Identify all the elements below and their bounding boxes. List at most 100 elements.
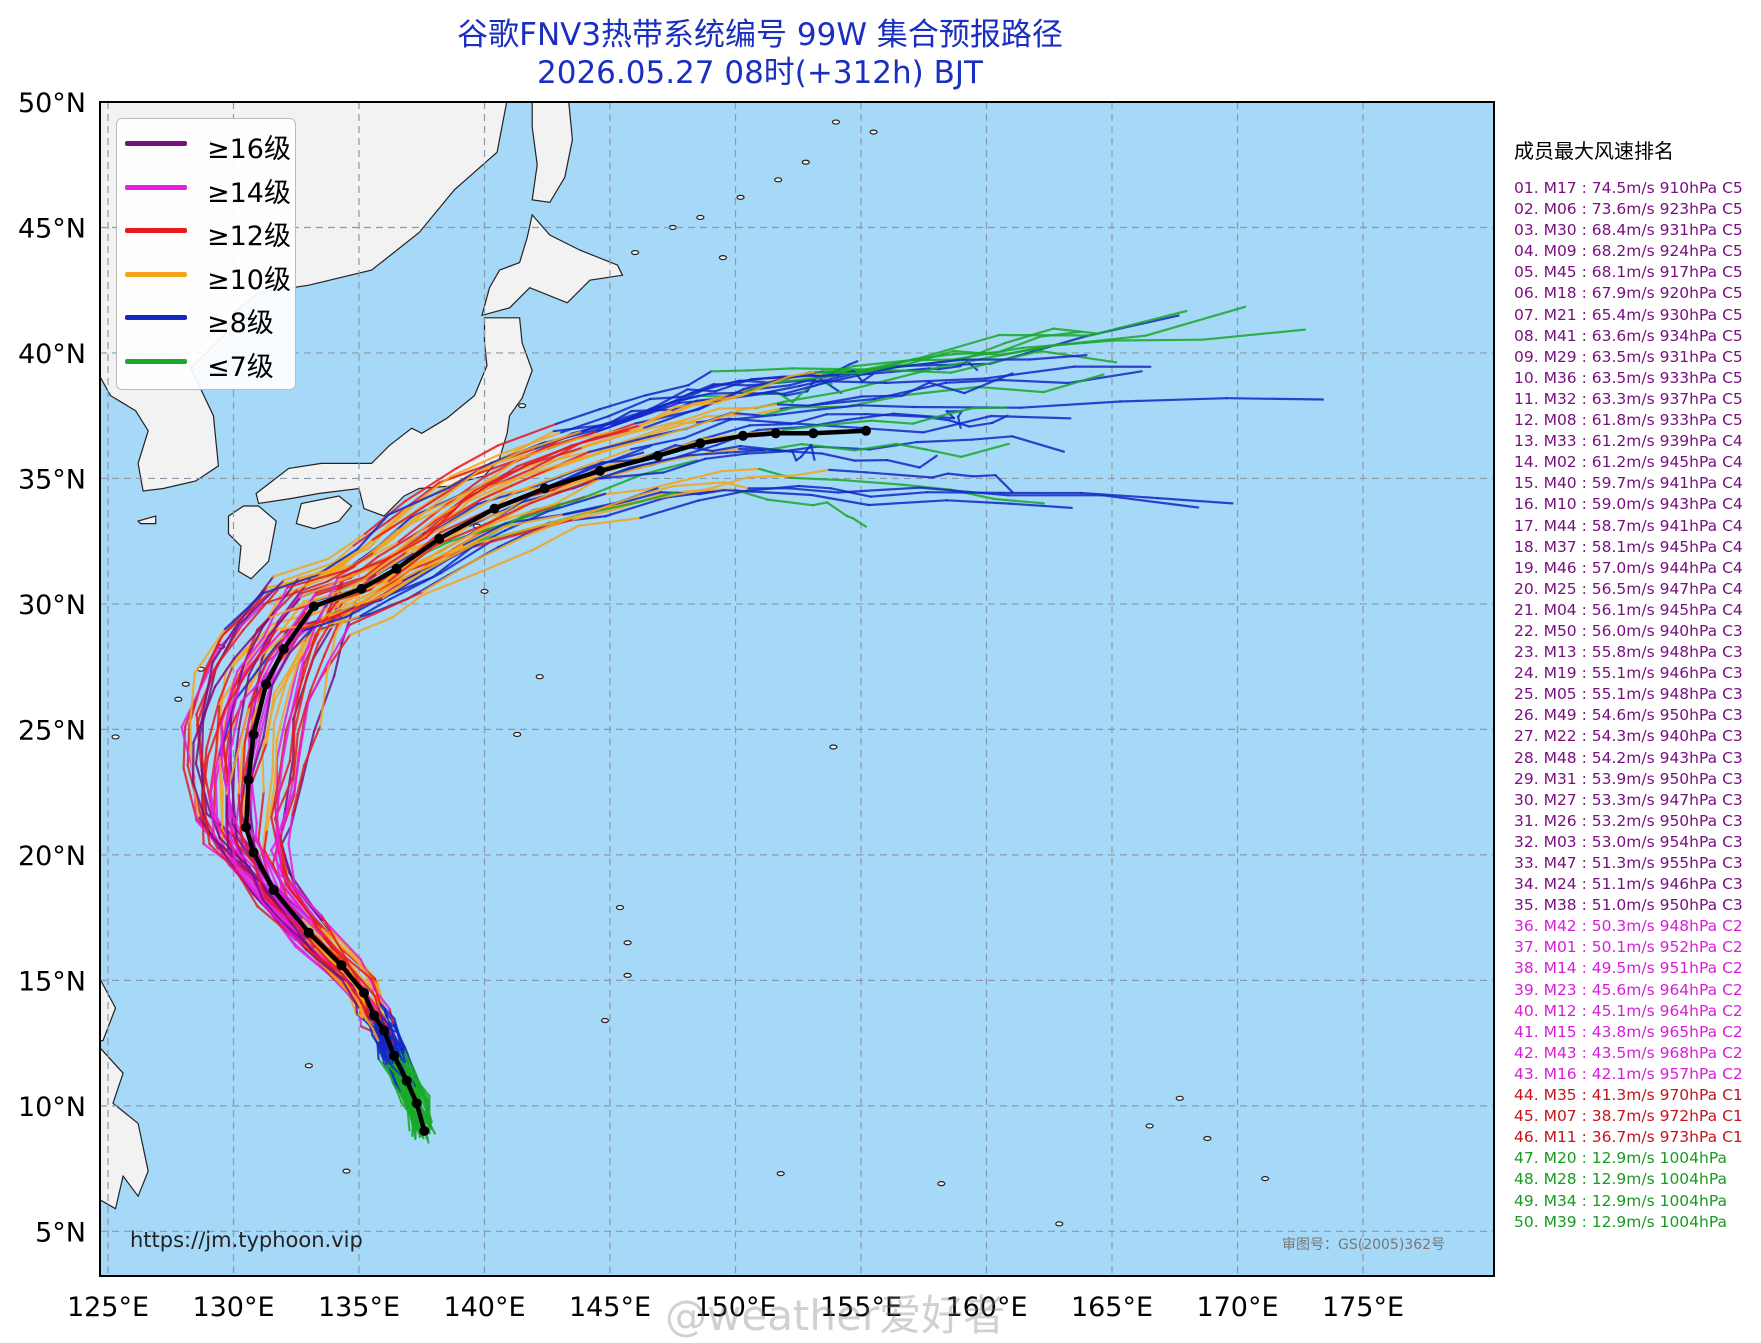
legend-label: ≥14级 (207, 171, 291, 210)
legend-swatch (125, 141, 187, 146)
ranking-item: 43. M16 : 42.1m/s 957hPa C2 (1514, 1064, 1743, 1085)
ranking-item: 34. M24 : 51.1m/s 946hPa C3 (1514, 874, 1743, 895)
ranking-item: 25. M05 : 55.1m/s 948hPa C3 (1514, 684, 1743, 705)
ranking-item: 17. M44 : 58.7m/s 941hPa C4 (1514, 516, 1743, 537)
ranking-item: 05. M45 : 68.1m/s 917hPa C5 (1514, 262, 1743, 283)
ranking-item: 40. M12 : 45.1m/s 964hPa C2 (1514, 1001, 1743, 1022)
ranking-item: 28. M48 : 54.2m/s 943hPa C3 (1514, 748, 1743, 769)
legend-swatch (125, 359, 187, 364)
lat-tick-label: 5°N (35, 1217, 86, 1248)
ranking-item: 36. M42 : 50.3m/s 948hPa C2 (1514, 916, 1743, 937)
legend-label: ≥12级 (207, 214, 291, 253)
lat-tick-label: 20°N (18, 841, 86, 872)
source-url[interactable]: https://jm.typhoon.vip (130, 1228, 363, 1252)
lat-tick-label: 15°N (18, 966, 86, 997)
legend-label: ≤7级 (207, 345, 274, 384)
ranking-item: 01. M17 : 74.5m/s 910hPa C5 (1514, 178, 1743, 199)
ranking-item: 06. M18 : 67.9m/s 920hPa C5 (1514, 283, 1743, 304)
ranking-item: 13. M33 : 61.2m/s 939hPa C4 (1514, 431, 1743, 452)
legend-item: ≥8级 (117, 297, 295, 337)
lat-tick-label: 45°N (18, 213, 86, 244)
ranking-item: 09. M29 : 63.5m/s 931hPa C5 (1514, 347, 1743, 368)
mean-track-point (808, 428, 818, 438)
lon-tick-label: 125°E (67, 1292, 149, 1323)
ranking-item: 42. M43 : 43.5m/s 968hPa C2 (1514, 1043, 1743, 1064)
mean-track-point (269, 885, 279, 895)
ranking-item: 26. M49 : 54.6m/s 950hPa C3 (1514, 705, 1743, 726)
mean-track-point (304, 928, 314, 938)
mean-track-point (279, 644, 289, 654)
mean-track-point (540, 484, 550, 494)
ranking-item: 15. M40 : 59.7m/s 941hPa C4 (1514, 473, 1743, 494)
ranking-item: 39. M23 : 45.6m/s 964hPa C2 (1514, 980, 1743, 1001)
ranking-item: 45. M07 : 38.7m/s 972hPa C1 (1514, 1106, 1743, 1127)
mean-track-point (402, 1076, 412, 1086)
watermark: @weather爱好者 (665, 1282, 1005, 1343)
legend-swatch (125, 315, 187, 320)
lon-tick-label: 135°E (318, 1292, 400, 1323)
legend-swatch (125, 272, 187, 277)
legend-swatch (125, 185, 187, 190)
ranking-item: 33. M47 : 51.3m/s 955hPa C3 (1514, 853, 1743, 874)
ranking-item: 16. M10 : 59.0m/s 943hPa C4 (1514, 494, 1743, 515)
legend-swatch (125, 228, 187, 233)
mean-track-point (357, 584, 367, 594)
ranking-item: 12. M08 : 61.8m/s 933hPa C5 (1514, 410, 1743, 431)
mean-track-point (434, 534, 444, 544)
lon-tick-label: 175°E (1322, 1292, 1404, 1323)
ranking-item: 37. M01 : 50.1m/s 952hPa C2 (1514, 937, 1743, 958)
ranking-item: 44. M35 : 41.3m/s 970hPa C1 (1514, 1085, 1743, 1106)
ranking-item: 18. M37 : 58.1m/s 945hPa C4 (1514, 537, 1743, 558)
mean-track-point (392, 564, 402, 574)
ranking-item: 46. M11 : 36.7m/s 973hPa C1 (1514, 1127, 1743, 1148)
mean-track-point (369, 1011, 379, 1021)
mean-track-point (249, 729, 259, 739)
ranking-item: 48. M28 : 12.9m/s 1004hPa (1514, 1169, 1743, 1190)
ranking-item: 29. M31 : 53.9m/s 950hPa C3 (1514, 769, 1743, 790)
mean-track-point (359, 988, 369, 998)
ranking-item: 20. M25 : 56.5m/s 947hPa C4 (1514, 579, 1743, 600)
mean-track-point (389, 1051, 399, 1061)
ranking-item: 27. M22 : 54.3m/s 940hPa C3 (1514, 726, 1743, 747)
mean-track-point (412, 1098, 422, 1108)
ranking-item: 04. M09 : 68.2m/s 924hPa C5 (1514, 241, 1743, 262)
ranking-item: 02. M06 : 73.6m/s 923hPa C5 (1514, 199, 1743, 220)
legend-item: ≥12级 (117, 210, 295, 250)
ranking-item: 35. M38 : 51.0m/s 950hPa C3 (1514, 895, 1743, 916)
lat-tick-label: 30°N (18, 590, 86, 621)
lat-tick-label: 50°N (18, 88, 86, 119)
mean-track-point (249, 847, 259, 857)
legend-item: ≥10级 (117, 254, 295, 294)
legend-item: ≥16级 (117, 123, 295, 163)
lon-tick-label: 140°E (443, 1292, 525, 1323)
legend-label: ≥8级 (207, 301, 274, 340)
ranking-item: 47. M20 : 12.9m/s 1004hPa (1514, 1148, 1743, 1169)
mean-track-point (379, 1026, 389, 1036)
legend-item: ≥14级 (117, 167, 295, 207)
ranking-item: 22. M50 : 56.0m/s 940hPa C3 (1514, 621, 1743, 642)
mean-track-point (261, 679, 271, 689)
mean-track-point (309, 601, 319, 611)
legend-label: ≥10级 (207, 258, 291, 297)
mean-track-point (653, 451, 663, 461)
lon-tick-label: 130°E (192, 1292, 274, 1323)
ranking-item: 41. M15 : 43.8m/s 965hPa C2 (1514, 1022, 1743, 1043)
ranking-item: 07. M21 : 65.4m/s 930hPa C5 (1514, 305, 1743, 326)
ranking-item: 21. M04 : 56.1m/s 945hPa C4 (1514, 600, 1743, 621)
legend-item: ≤7级 (117, 341, 295, 381)
ranking-item: 08. M41 : 63.6m/s 934hPa C5 (1514, 326, 1743, 347)
ranking-item: 30. M27 : 53.3m/s 947hPa C3 (1514, 790, 1743, 811)
lat-tick-label: 25°N (18, 715, 86, 746)
legend-label: ≥16级 (207, 127, 291, 166)
lat-tick-label: 40°N (18, 339, 86, 370)
mean-track-point (861, 426, 871, 436)
mean-track-point (771, 428, 781, 438)
ranking-item: 32. M03 : 53.0m/s 954hPa C3 (1514, 832, 1743, 853)
ranking-item: 38. M14 : 49.5m/s 951hPa C2 (1514, 958, 1743, 979)
mean-track-point (490, 504, 500, 514)
ranking-item: 23. M13 : 55.8m/s 948hPa C3 (1514, 642, 1743, 663)
ranking-item: 03. M30 : 68.4m/s 931hPa C5 (1514, 220, 1743, 241)
ranking-item: 11. M32 : 63.3m/s 937hPa C5 (1514, 389, 1743, 410)
ranking-item: 50. M39 : 12.9m/s 1004hPa (1514, 1212, 1743, 1233)
